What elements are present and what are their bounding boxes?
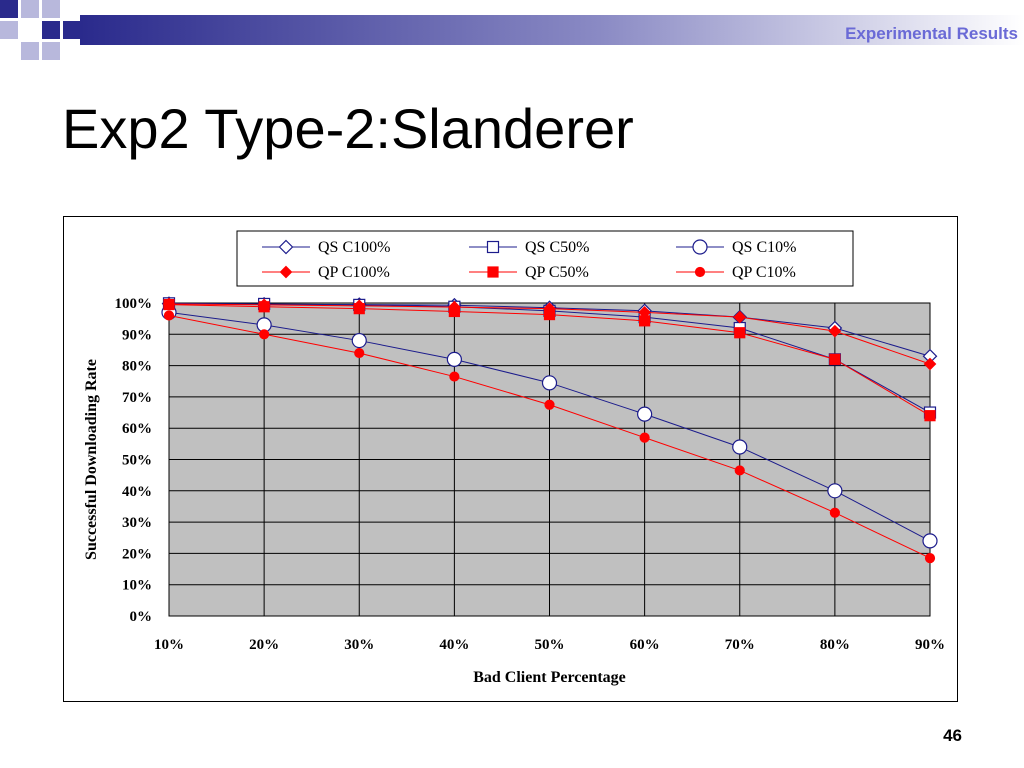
data-point bbox=[353, 303, 365, 315]
y-tick-label: 30% bbox=[122, 515, 152, 531]
data-point bbox=[732, 439, 748, 455]
y-tick-label: 80% bbox=[122, 359, 152, 375]
x-tick-label: 40% bbox=[439, 637, 469, 653]
data-point bbox=[446, 351, 462, 367]
y-tick-label: 10% bbox=[122, 578, 152, 594]
header-decoration bbox=[0, 0, 1024, 60]
data-point bbox=[829, 353, 841, 365]
deco-square bbox=[0, 0, 18, 18]
x-tick-label: 60% bbox=[630, 637, 660, 653]
deco-square bbox=[21, 42, 39, 60]
page-number: 46 bbox=[943, 726, 962, 745]
y-tick-label: 90% bbox=[122, 327, 152, 343]
data-point bbox=[827, 483, 843, 499]
deco-square bbox=[42, 0, 60, 18]
data-point bbox=[734, 327, 746, 339]
data-point bbox=[639, 315, 651, 327]
x-tick-label: 20% bbox=[249, 637, 279, 653]
x-tick-label: 70% bbox=[725, 637, 755, 653]
deco-square bbox=[0, 21, 18, 39]
data-point bbox=[163, 298, 175, 311]
x-axis-title: Bad Client Percentage bbox=[473, 669, 626, 686]
legend-marker bbox=[279, 265, 293, 279]
data-point bbox=[163, 310, 175, 321]
chart-frame: 0% 10% 20% 30% 40% 50% 60% 70% 80% 90% 100% 10% 20% 3… bbox=[63, 216, 958, 702]
x-tick-label: 50% bbox=[535, 637, 565, 653]
slide-title: Exp2 Type-2:Slanderer bbox=[62, 97, 634, 160]
data-point bbox=[448, 305, 460, 318]
data-point bbox=[544, 399, 555, 410]
data-point bbox=[922, 533, 938, 549]
legend-marker bbox=[278, 239, 294, 255]
data-point bbox=[259, 329, 270, 340]
legend-label: QP C100% bbox=[318, 264, 390, 281]
y-tick-label: 70% bbox=[122, 390, 152, 406]
data-point bbox=[258, 301, 270, 313]
data-point bbox=[734, 465, 745, 476]
legend-label: QS C100% bbox=[318, 239, 390, 256]
legend-label: QP C10% bbox=[732, 264, 796, 281]
x-tick-label: 80% bbox=[820, 637, 850, 653]
x-tick-label: 30% bbox=[344, 637, 374, 653]
header-gradient-bar bbox=[80, 15, 1024, 45]
section-label: Experimental Results bbox=[845, 24, 1018, 43]
data-point bbox=[543, 308, 556, 321]
legend bbox=[236, 230, 854, 287]
data-point bbox=[637, 406, 653, 422]
legend-label: QS C50% bbox=[525, 239, 589, 256]
data-point bbox=[924, 552, 936, 564]
legend-marker bbox=[486, 240, 500, 254]
line-chart: 0%10%20%30%40%50%60%70%80%90%100%10% 20% 3… bbox=[83, 230, 945, 686]
deco-square bbox=[63, 21, 81, 39]
data-point bbox=[449, 371, 460, 382]
x-tick-label: 90% bbox=[915, 637, 945, 653]
data-point bbox=[354, 347, 365, 359]
y-tick-label: 50% bbox=[122, 453, 152, 469]
data-point bbox=[923, 357, 937, 371]
legend-label: QS C10% bbox=[732, 239, 796, 256]
data-point bbox=[541, 375, 558, 391]
legend-marker bbox=[694, 266, 706, 278]
legend-label: QP C50% bbox=[525, 264, 589, 281]
data-point bbox=[351, 332, 367, 349]
y-tick-label: 100% bbox=[115, 296, 153, 312]
data-point bbox=[829, 507, 840, 518]
deco-square bbox=[20, 20, 40, 40]
data-point bbox=[924, 410, 936, 422]
y-tick-label: 40% bbox=[122, 484, 152, 500]
data-point bbox=[828, 324, 842, 338]
legend-marker bbox=[487, 266, 499, 278]
y-axis-title: Successful Downloading Rate bbox=[83, 359, 100, 560]
deco-square bbox=[21, 0, 39, 18]
x-tick-label: 10% bbox=[154, 637, 184, 653]
data-point bbox=[639, 432, 650, 443]
deco-square bbox=[42, 21, 60, 39]
deco-square bbox=[42, 42, 60, 60]
data-point bbox=[733, 310, 747, 324]
legend-marker bbox=[692, 239, 708, 255]
y-tick-label: 60% bbox=[122, 421, 152, 437]
y-tick-label: 20% bbox=[122, 546, 152, 562]
y-tick-label: 0% bbox=[130, 609, 153, 625]
